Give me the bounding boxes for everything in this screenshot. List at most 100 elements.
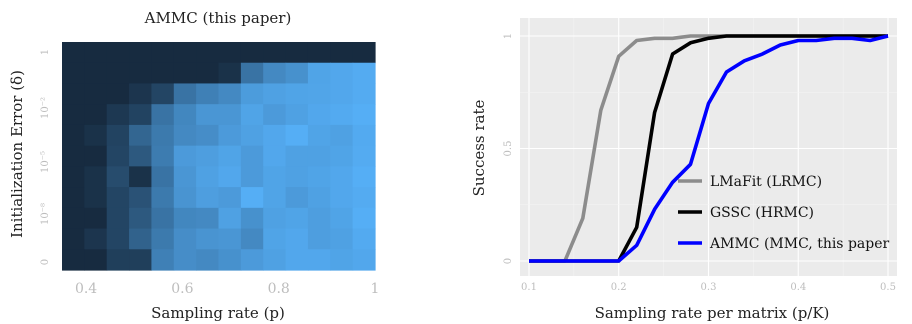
heatmap-cell (62, 249, 85, 271)
heatmap-cell (151, 145, 175, 167)
heatmap-cell (330, 145, 354, 167)
heatmap-cell (129, 62, 153, 85)
heatmap-cell (173, 62, 197, 85)
heatmap-cell (352, 145, 376, 167)
heatmap-cell (62, 62, 85, 85)
heatmap-cell (62, 124, 85, 147)
heatmap-cell (62, 207, 85, 230)
heatmap-cell (129, 166, 153, 188)
line-y-label: Success rate (470, 99, 488, 196)
heatmap-cell (263, 145, 287, 167)
heatmap-cell (129, 42, 153, 64)
heatmap-cell (218, 207, 242, 230)
heatmap-cell (285, 104, 309, 126)
heatmap-cell (352, 104, 376, 126)
heatmap-cell (84, 42, 108, 64)
legend: LMaFit (LRMC) GSSC (HRMC) AMMC (MMC, this … (678, 174, 889, 252)
heatmap-cell (129, 187, 153, 209)
heatmap-cell (84, 145, 108, 167)
heatmap-cell (173, 145, 197, 167)
line-x-tick-label: 0.3 (701, 282, 717, 293)
heatmap-y-tick-label: 1 (40, 49, 51, 55)
heatmap-cell (84, 187, 108, 209)
heatmap-cell (106, 145, 130, 167)
heatmap-cell (218, 187, 242, 209)
heatmap-cell (106, 228, 130, 250)
line-x-tick-label: 0.2 (611, 282, 627, 293)
heatmap-cell (285, 207, 309, 230)
heatmap-cell (240, 42, 264, 64)
heatmap-cell (307, 228, 331, 250)
heatmap-cell (285, 249, 309, 271)
heatmap-cell (285, 187, 309, 209)
heatmap-cell (196, 124, 220, 147)
heatmap-cell (218, 249, 242, 271)
heatmap-cell (240, 249, 264, 271)
line-y-tick-label: 0 (503, 258, 514, 264)
heatmap-cell (240, 83, 264, 105)
heatmap-cell (106, 62, 130, 85)
heatmap-cell (263, 104, 287, 126)
heatmap-x-tick-label: 0.8 (268, 281, 290, 297)
heatmap-cell (106, 124, 130, 147)
heatmap-cell (196, 207, 220, 230)
heatmap-cell (196, 104, 220, 126)
heatmap-cell (330, 207, 354, 230)
heatmap-cell (84, 62, 108, 85)
heatmap-cell (151, 42, 175, 64)
heatmap-cell (151, 124, 175, 147)
heatmap-x-label: Sampling rate (p) (151, 304, 285, 322)
heatmap-cell (263, 228, 287, 250)
heatmap-cell (285, 83, 309, 105)
heatmap-cell (307, 145, 331, 167)
heatmap-panel: AMMC (this paper) 0.4 0.6 0.8 1 1 10⁻² 10⁻⁵ 10… (8, 9, 379, 322)
heatmap-cell (240, 124, 264, 147)
heatmap-cell (285, 124, 309, 147)
heatmap-cell (106, 207, 130, 230)
heatmap-cell (218, 145, 242, 167)
heatmap-cell (106, 104, 130, 126)
heatmap-title: AMMC (this paper) (144, 9, 292, 27)
heatmap-cell (285, 42, 309, 64)
heatmap-cell (307, 187, 331, 209)
heatmap-cell (196, 166, 220, 188)
heatmap-cell (106, 42, 130, 64)
heatmap-cell (173, 124, 197, 147)
heatmap-y-tick-label: 0 (40, 259, 51, 265)
heatmap-y-tick-label: 10⁻⁸ (40, 203, 51, 225)
line-x-label: Sampling rate per matrix (p/K) (595, 304, 830, 322)
legend-label: LMaFit (LRMC) (710, 174, 822, 190)
line-x-ticks: 0.1 0.2 0.3 0.4 0.5 (521, 282, 896, 293)
heatmap-cell (263, 83, 287, 105)
heatmap-cell (330, 104, 354, 126)
heatmap-cell (106, 249, 130, 271)
heatmap-cell (352, 249, 376, 271)
line-y-tick-label: 0.5 (503, 141, 514, 157)
heatmap-cell (84, 104, 108, 126)
heatmap-cell (196, 249, 220, 271)
heatmap-cell (240, 207, 264, 230)
heatmap-cell (352, 166, 376, 188)
heatmap-cell (285, 62, 309, 85)
heatmap-cell (129, 145, 153, 167)
heatmap-cell (240, 104, 264, 126)
heatmap-cell (307, 104, 331, 126)
heatmap-cell (196, 62, 220, 85)
heatmap-cell (218, 83, 242, 105)
heatmap-cell (240, 228, 264, 250)
heatmap-y-label: Initialization Error (δ) (8, 70, 26, 238)
heatmap-cell (129, 124, 153, 147)
heatmap-cell (151, 62, 175, 85)
heatmap-cell (352, 83, 376, 105)
heatmap-cell (84, 166, 108, 188)
heatmap-cell (330, 83, 354, 105)
legend-label: AMMC (MMC, this paper (709, 236, 889, 252)
heatmap-cell (218, 42, 242, 64)
heatmap-cell (263, 249, 287, 271)
heatmap-x-tick-label: 1 (371, 281, 380, 297)
heatmap-cell (151, 228, 175, 250)
heatmap-cell (62, 228, 85, 250)
heatmap-cell (263, 207, 287, 230)
heatmap-cell (196, 187, 220, 209)
